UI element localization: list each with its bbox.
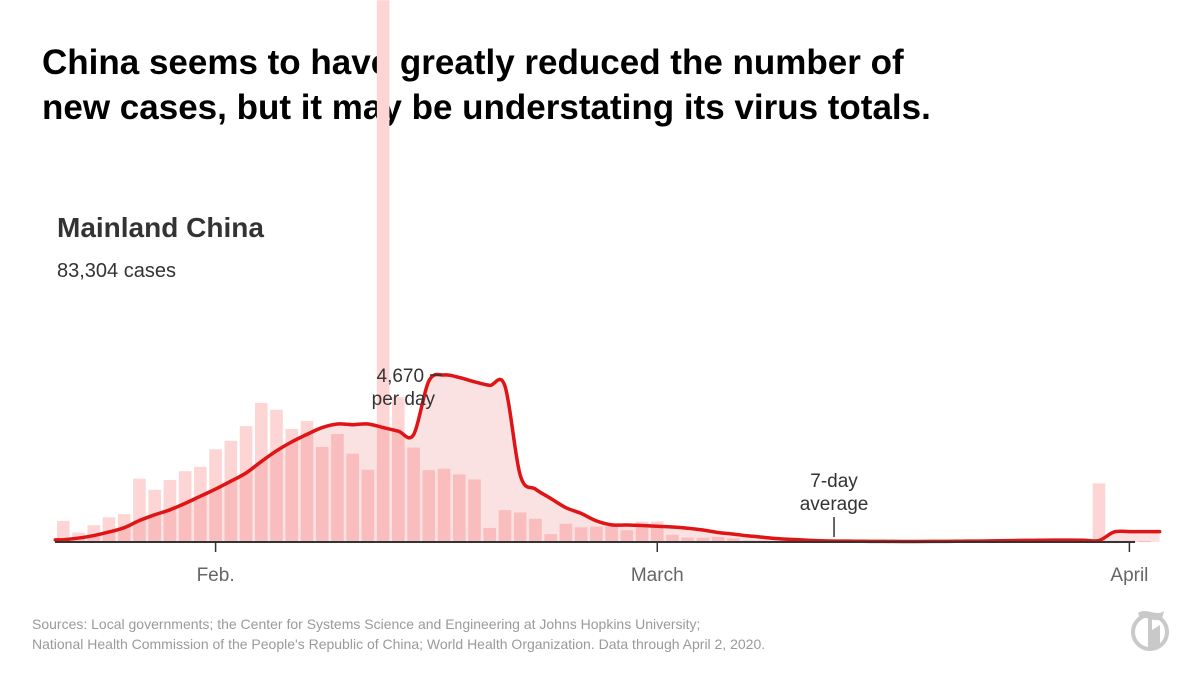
headline-line-1: China seems to have greatly reduced the …: [42, 43, 904, 82]
source-line-1: Sources: Local governments; the Center f…: [32, 616, 701, 632]
bar-2020-02-24: [559, 523, 573, 542]
nyt-logo-icon: [1131, 611, 1169, 651]
bar-2020-01-22: [57, 520, 70, 542]
case-total: 83,304 cases: [57, 260, 176, 282]
peak-annotation-label: per day: [372, 389, 436, 410]
bar-2020-03-05: [711, 536, 725, 542]
bar-2020-02-21: [513, 512, 527, 542]
average-annotation-label: 7-day: [810, 471, 858, 492]
x-axis: Feb. March April: [55, 541, 1148, 586]
bar-2020-03-06: [727, 538, 740, 542]
bar-2020-02-19: [483, 527, 497, 542]
bar-2020-01-31: [194, 466, 207, 542]
source-line-2: National Health Commission of the People…: [32, 636, 766, 652]
bar-2020-03-04: [696, 537, 710, 542]
bar-2020-02-22: [529, 518, 542, 542]
average-annotation-label: average: [800, 494, 869, 515]
bar-2020-03-02: [666, 534, 679, 542]
bar-2020-02-06: [285, 428, 299, 542]
average-area: [55, 374, 1160, 542]
bar-2020-02-07: [300, 421, 314, 542]
bar-2020-01-27: [133, 478, 146, 542]
bar-2020-02-16: [437, 468, 451, 542]
bar-2020-02-28: [620, 530, 634, 542]
bar-2020-02-08: [315, 446, 329, 542]
x-tick-label: March: [631, 565, 684, 586]
bar-2020-01-30: [178, 471, 192, 542]
bar-2020-02-14: [407, 447, 420, 542]
x-tick-label: April: [1110, 565, 1148, 586]
headline-line-2: new cases, but it may be understating it…: [42, 88, 931, 127]
bar-2020-02-26: [590, 526, 603, 542]
source-note: Sources: Local governments; the Center f…: [32, 614, 1032, 654]
bars-layer: [57, 0, 1151, 543]
bar-2020-02-18: [468, 479, 481, 542]
peak-annotation-label: 4,670: [377, 366, 425, 387]
bar-2020-02-27: [605, 526, 618, 542]
bar-2020-02-10: [346, 453, 359, 542]
bar-2020-02-02: [224, 440, 238, 542]
bar-2020-02-04: [254, 402, 268, 542]
bar-2020-02-23: [544, 534, 557, 542]
bar-2020-02-20: [498, 510, 512, 542]
bar-2020-02-12: [376, 0, 390, 543]
bar-2020-02-17: [452, 474, 466, 542]
bar-2020-03-30: [1092, 483, 1106, 542]
chart-title: Mainland China: [57, 212, 264, 243]
bar-2020-02-05: [270, 409, 283, 542]
x-tick-label: Feb.: [197, 565, 235, 586]
bar-2020-02-11: [361, 469, 375, 542]
bar-2020-02-03: [239, 426, 253, 542]
bar-2020-02-01: [209, 449, 222, 542]
bar-2020-02-15: [422, 470, 436, 542]
headline: China seems to have greatly reduced the …: [42, 40, 1142, 130]
bar-2020-02-25: [574, 527, 588, 542]
bar-2020-02-09: [331, 434, 344, 542]
bar-2020-03-03: [681, 537, 695, 542]
bar-2020-01-25: [102, 517, 116, 542]
bar-2020-04-02: [1138, 540, 1151, 542]
